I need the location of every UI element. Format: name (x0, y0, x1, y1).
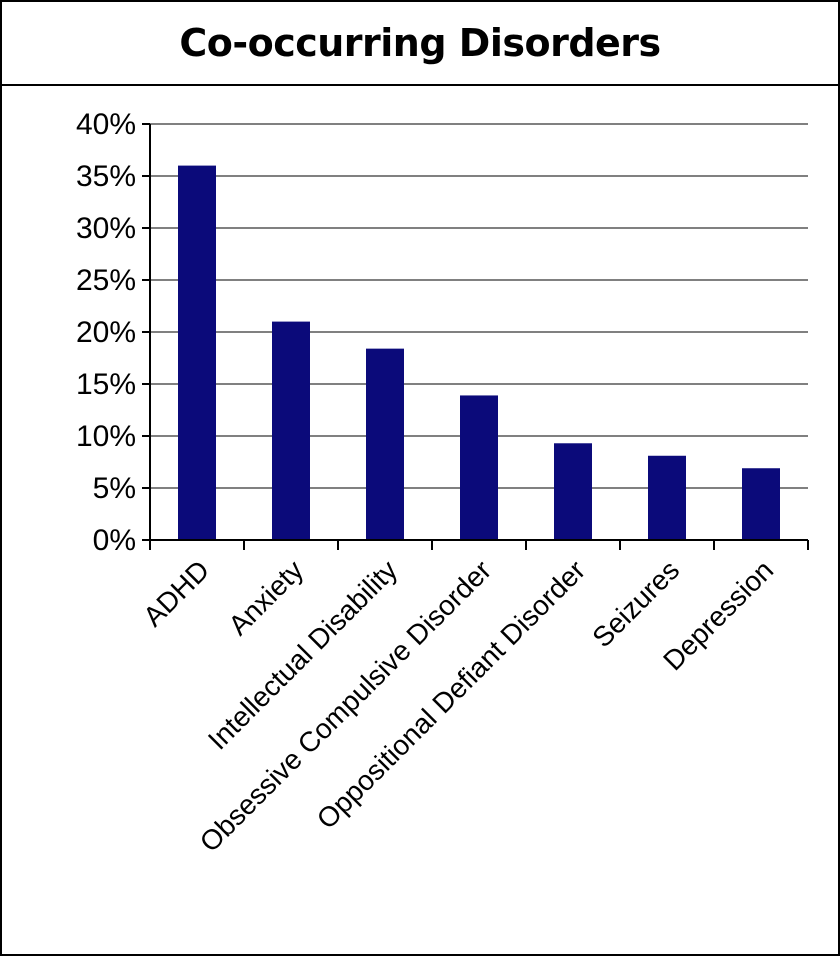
bar-2 (272, 321, 310, 540)
bars (178, 165, 780, 540)
chart-title: Co-occurring Disorders (179, 21, 661, 65)
axes (142, 123, 809, 550)
y-tick-labels: 0% 5% 10% 15% 20% 25% 30% 35% 40% (76, 108, 136, 557)
y-tick-label: 40% (76, 108, 136, 141)
y-tick-label: 25% (76, 264, 136, 297)
x-category-label: Seizures (586, 554, 685, 653)
x-category-label: ADHD (137, 554, 215, 632)
grid-lines (150, 123, 808, 489)
y-tick-label: 0% (93, 524, 136, 557)
bar-5 (554, 443, 592, 540)
y-tick-label: 15% (76, 368, 136, 401)
bar-7 (742, 468, 780, 540)
bar-6 (648, 455, 686, 540)
x-category-label: Intellectual Disability (202, 554, 403, 755)
x-category-label: Anxiety (222, 554, 309, 641)
chart-title-box: Co-occurring Disorders (2, 2, 838, 86)
bar-4 (460, 395, 498, 540)
y-tick-label: 5% (93, 472, 136, 505)
y-tick-label: 10% (76, 420, 136, 453)
bar-1 (178, 165, 216, 540)
bar-3 (366, 348, 404, 540)
y-tick-label: 30% (76, 212, 136, 245)
y-tick-label: 35% (76, 160, 136, 193)
y-tick-label: 20% (76, 316, 136, 349)
